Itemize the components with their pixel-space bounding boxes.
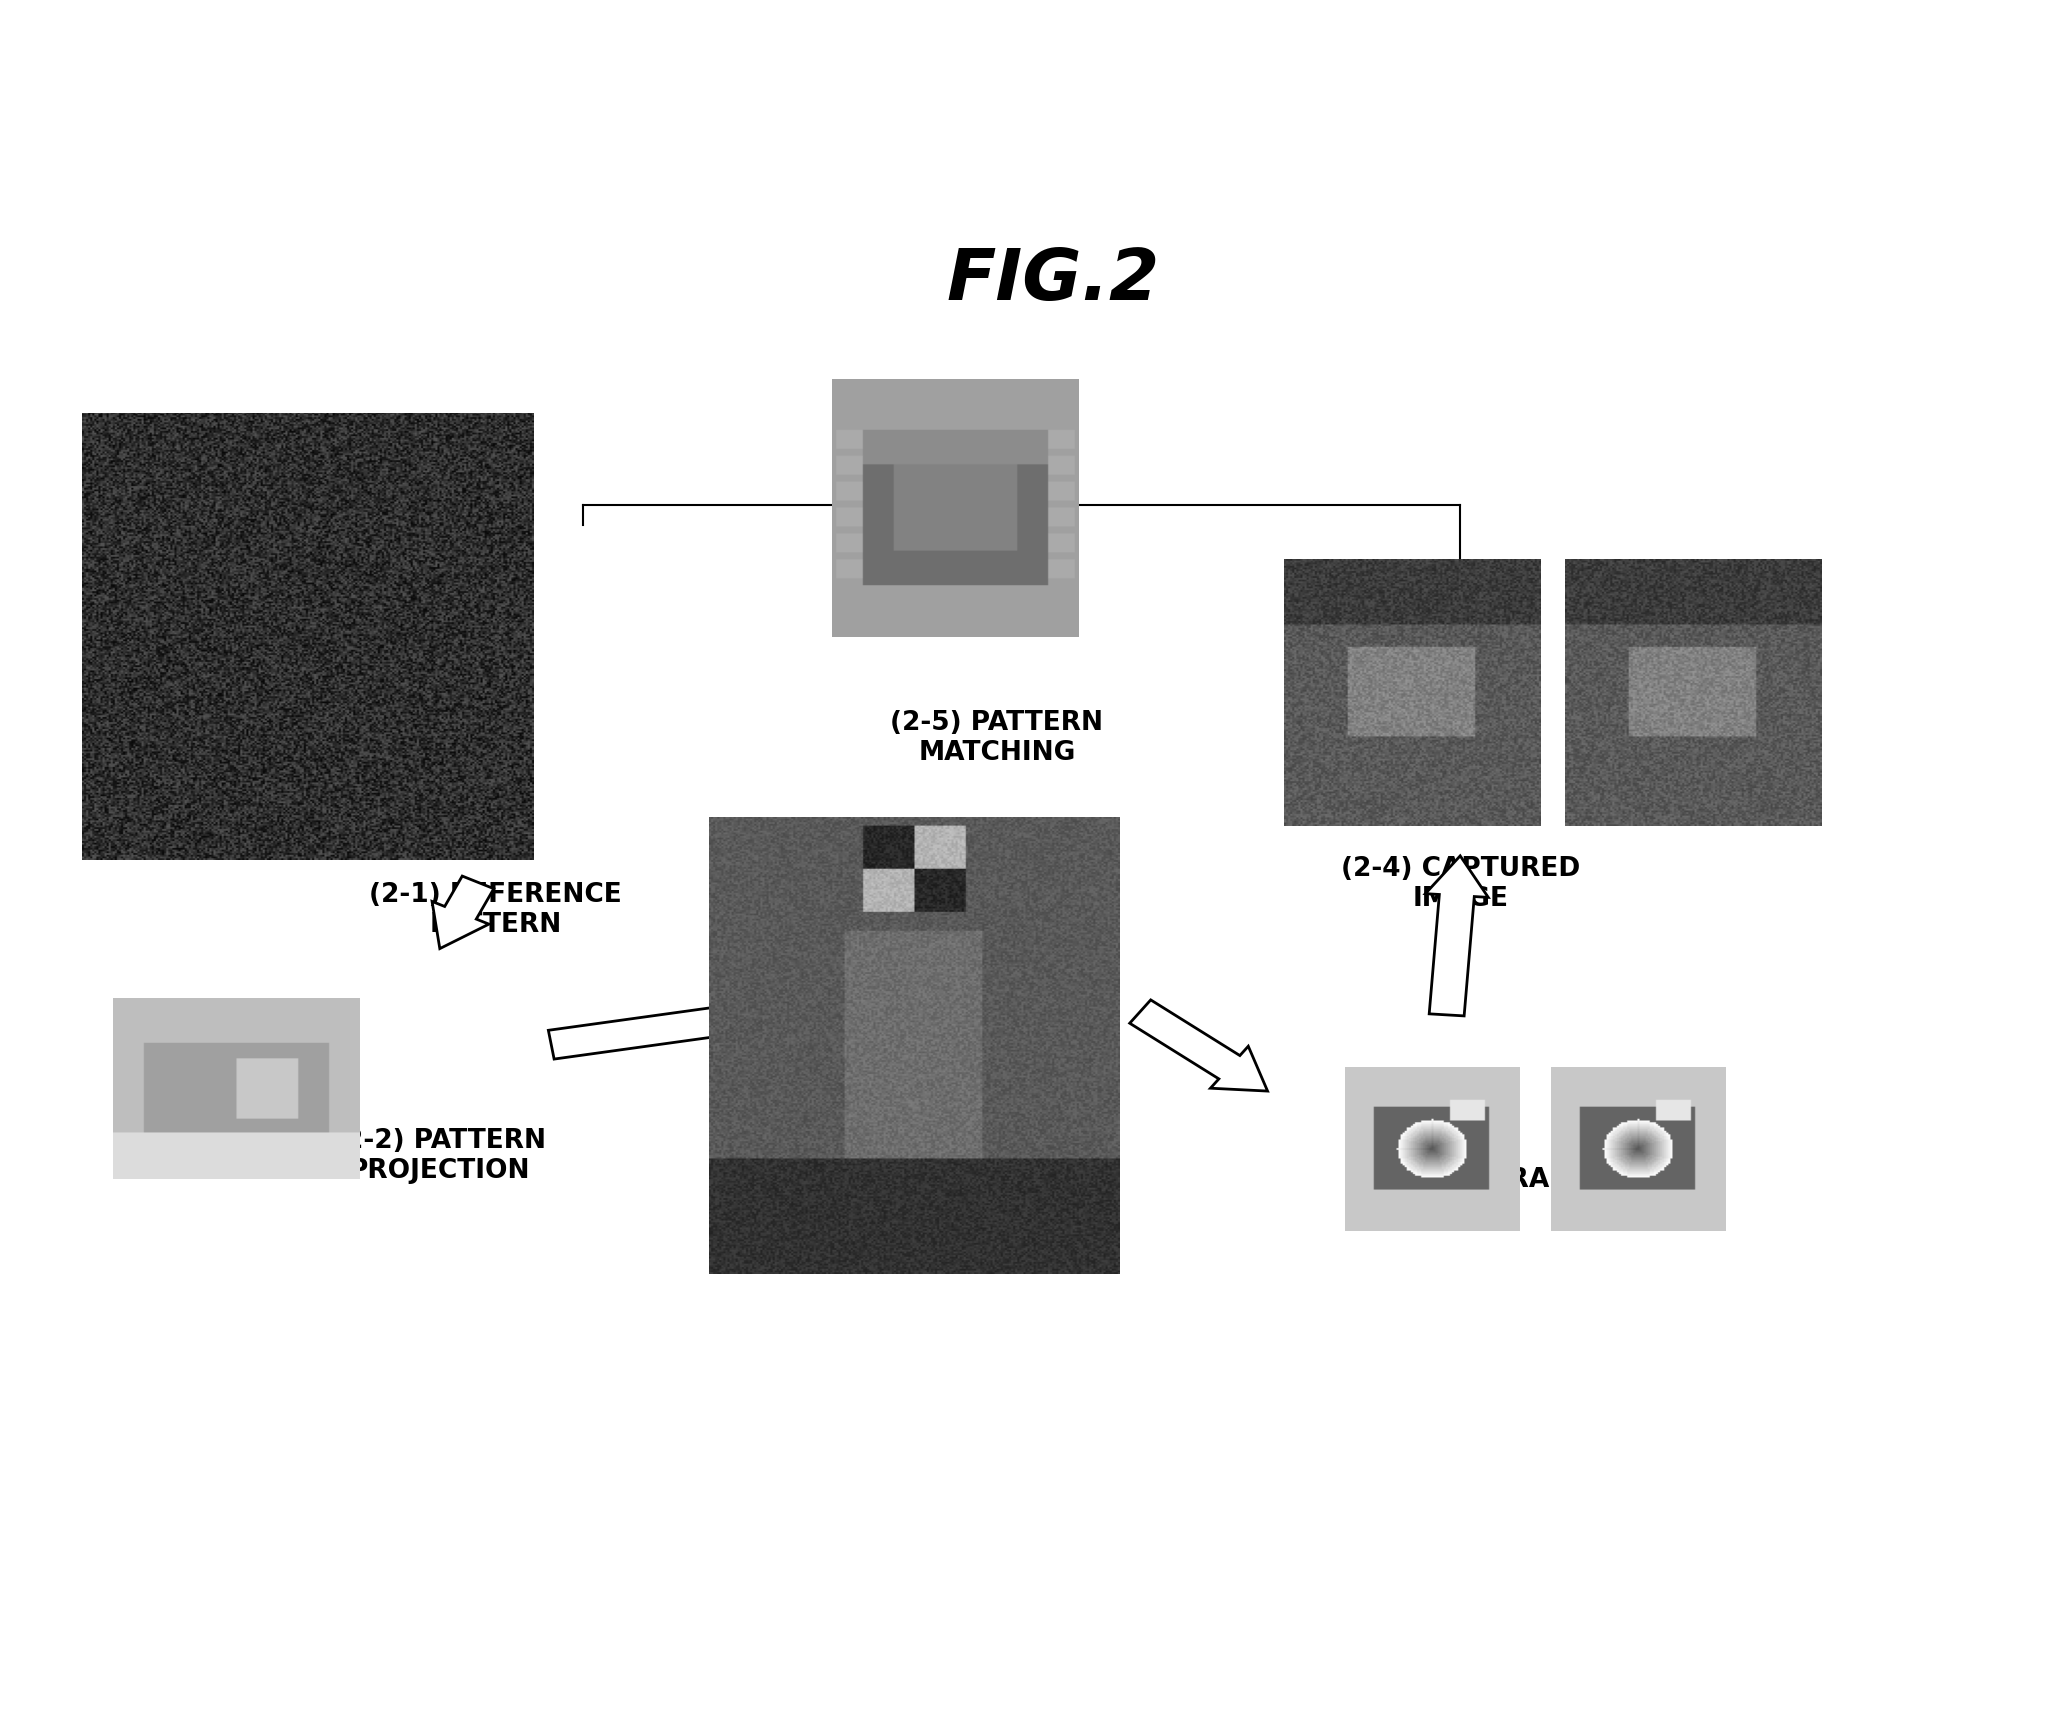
Text: (2-1) REFERENCE
PATTERN: (2-1) REFERENCE PATTERN (370, 883, 622, 938)
Text: (2-2) PATTERN
PROJECTION: (2-2) PATTERN PROJECTION (333, 1127, 546, 1184)
Polygon shape (1130, 1000, 1267, 1091)
Polygon shape (431, 876, 493, 948)
Text: FIG.2: FIG.2 (947, 246, 1158, 315)
Text: SCENE INCLUDING
PATTERN: SCENE INCLUDING PATTERN (830, 1201, 1099, 1256)
Text: (2-3) CAMERA
CAPTURE: (2-3) CAMERA CAPTURE (1343, 1167, 1549, 1224)
Text: (2-5) PATTERN
MATCHING: (2-5) PATTERN MATCHING (891, 711, 1103, 766)
Polygon shape (1425, 855, 1489, 1015)
Polygon shape (548, 993, 791, 1058)
Text: (2-4) CAPTURED
IMAGE: (2-4) CAPTURED IMAGE (1341, 855, 1580, 912)
